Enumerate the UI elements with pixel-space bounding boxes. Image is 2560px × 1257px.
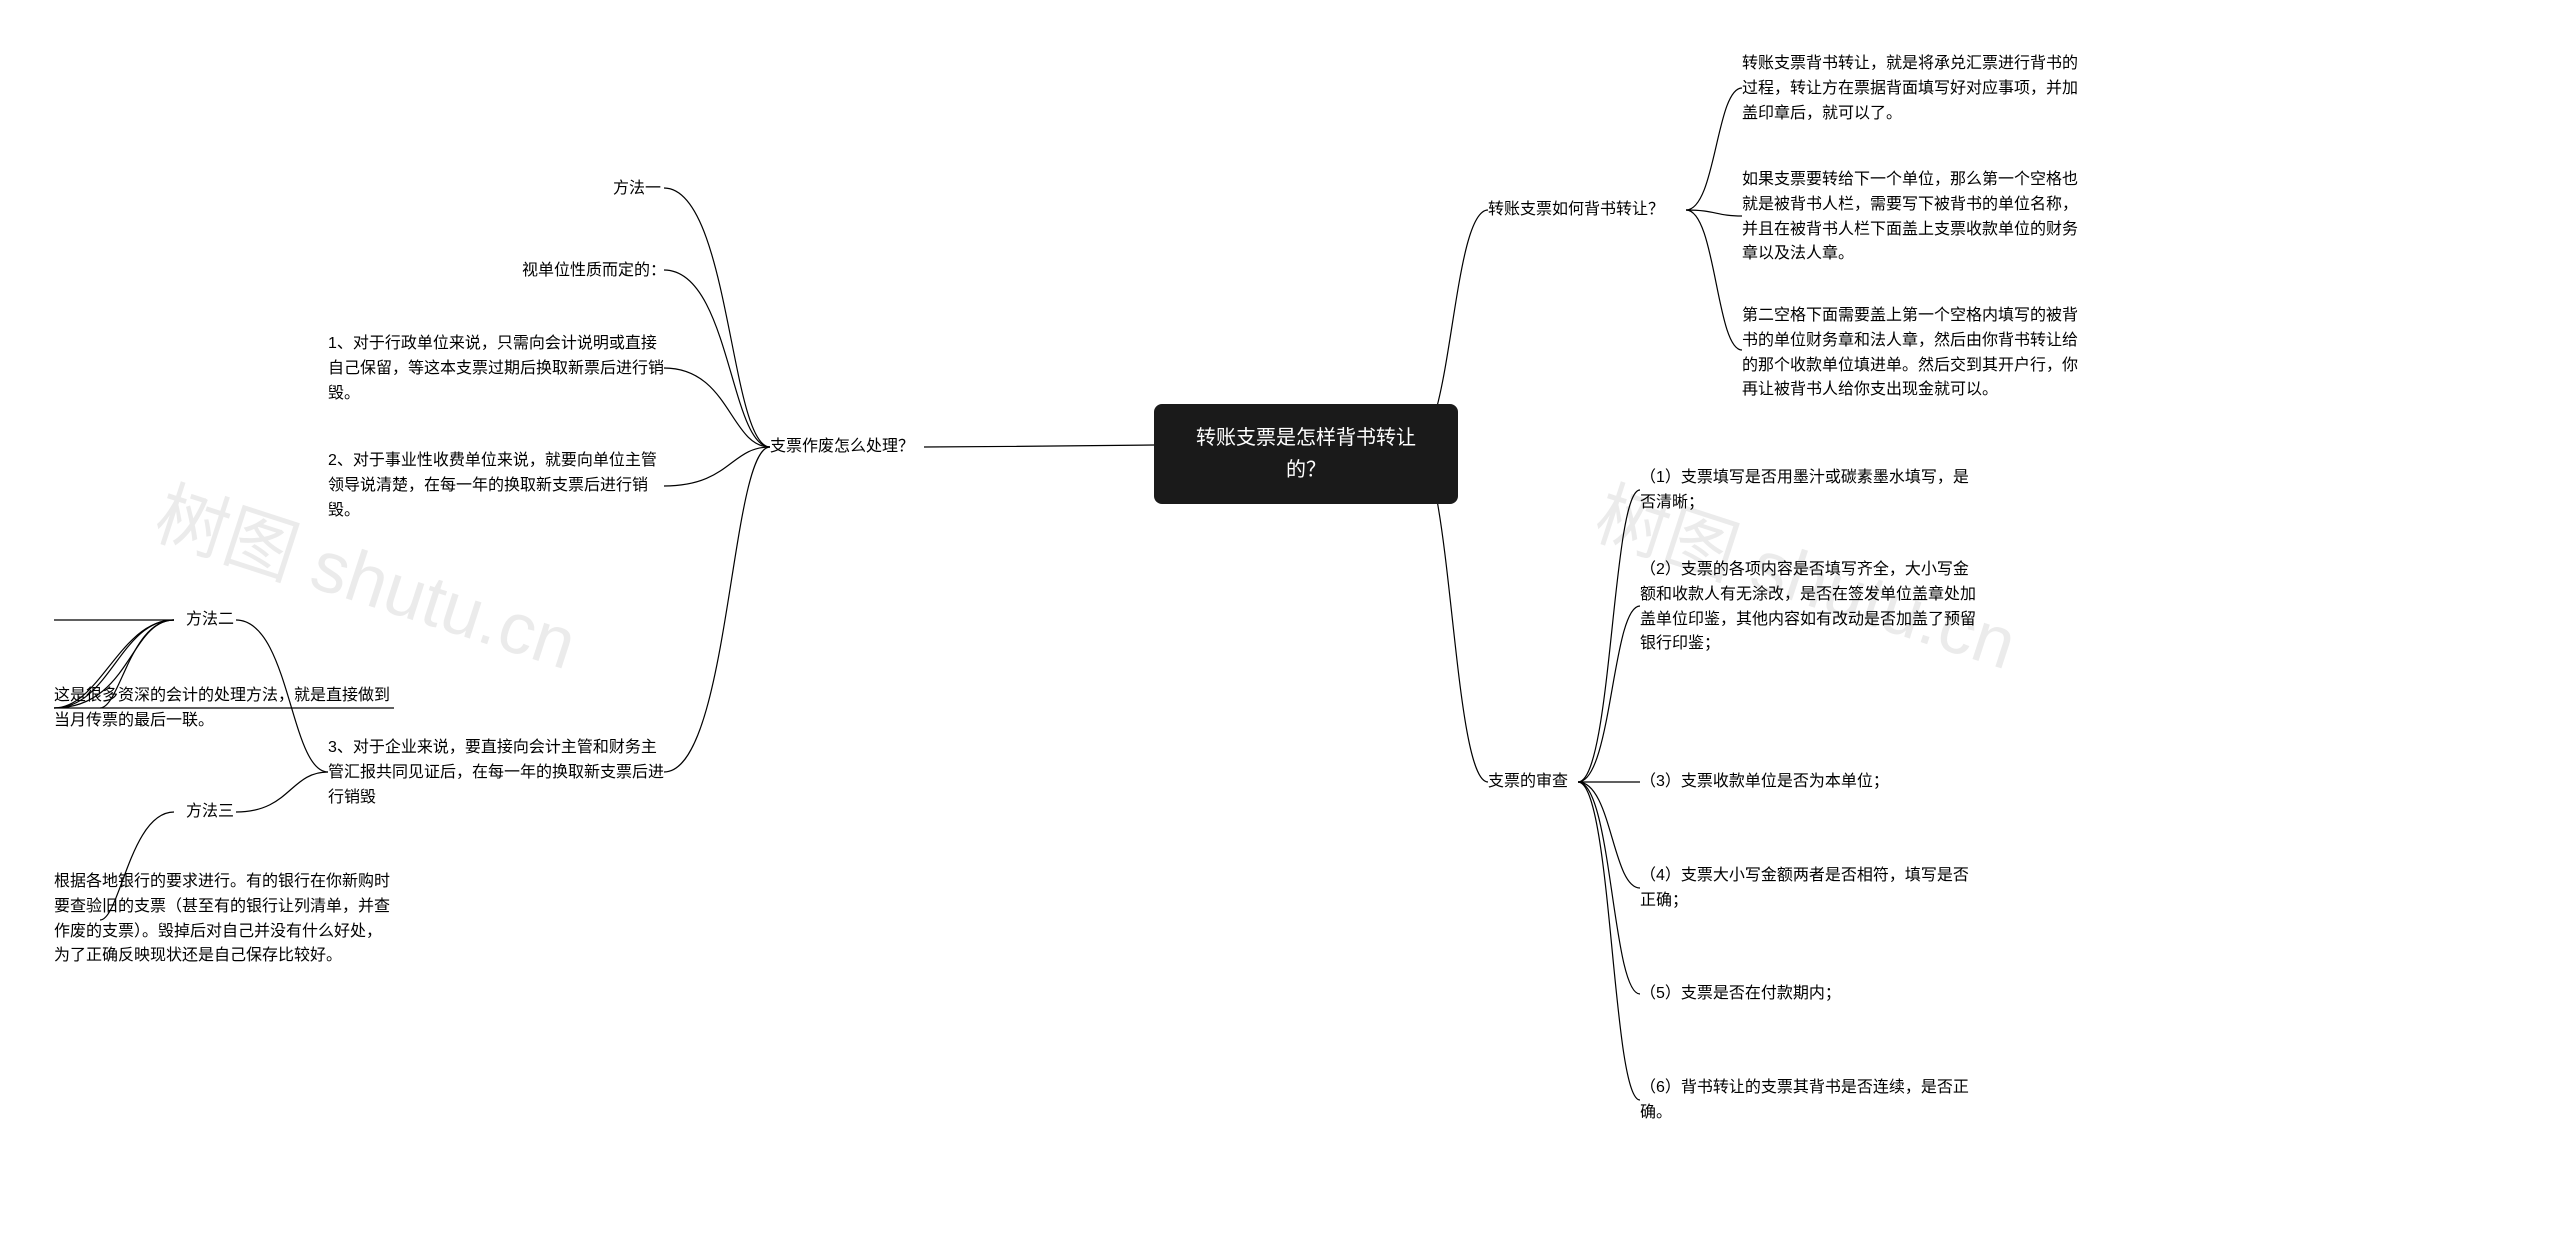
root-text-line1: 转账支票是怎样背书转让	[1196, 427, 1416, 449]
l-sub-method3-leaf: 根据各地银行的要求进行。有的银行在你新购时要查验旧的支票（甚至有的银行让列清单，…	[54, 870, 394, 969]
r2-leaf-6: （6）背书转让的支票其背书是否连续，是否正确。	[1640, 1076, 1980, 1126]
connector-layer-left-deep	[0, 0, 2560, 1257]
r2-leaf-5: （5）支票是否在付款期内；	[1640, 982, 1980, 1007]
r1-leaf-2: 如果支票要转给下一个单位，那么第一个空格也就是被背书人栏，需要写下被背书的单位名…	[1742, 168, 2082, 267]
l-leaf-5: 3、对于企业来说，要直接向会计主管和财务主管汇报共同见证后，在每一年的换取新支票…	[328, 736, 668, 810]
right-branch-2-label: 支票的审查	[1488, 770, 1568, 795]
connector-layer-2	[0, 0, 2560, 1257]
connector-layer	[0, 0, 2560, 1257]
l-leaf-4: 2、对于事业性收费单位来说，就要向单位主管领导说清楚，在每一年的换取新支票后进行…	[328, 449, 668, 523]
r2-leaf-4: （4）支票大小写金额两者是否相符，填写是否正确；	[1640, 864, 1980, 914]
l-sub-method3: 方法三	[174, 800, 234, 825]
r2-leaf-2: （2）支票的各项内容是否填写齐全，大小写金额和收款人有无涂改，是否在签发单位盖章…	[1640, 558, 1980, 657]
l-leaf-3: 1、对于行政单位来说，只需向会计说明或直接自己保留，等这本支票过期后换取新票后进…	[328, 332, 668, 406]
root-text-line2: 的？	[1286, 459, 1326, 481]
r2-leaf-1: （1）支票填写是否用墨汁或碳素墨水填写，是否清晰；	[1640, 466, 1980, 516]
left-branch-label: 支票作废怎么处理？	[770, 435, 914, 460]
l-sub-method2-leaf: 这是很多资深的会计的处理方法，就是直接做到当月传票的最后一联。	[54, 684, 394, 734]
l-sub-method2: 方法二	[174, 608, 234, 633]
r1-leaf-1: 转账支票背书转让，就是将承兑汇票进行背书的过程，转让方在票据背面填写好对应事项，…	[1742, 52, 2082, 126]
right-branch-1-label: 转账支票如何背书转让？	[1488, 198, 1664, 223]
l-leaf-2: 视单位性质而定的：	[506, 259, 666, 284]
r2-leaf-3: （3）支票收款单位是否为本单位；	[1640, 770, 1980, 795]
l-leaf-1: 方法一	[601, 177, 661, 202]
r1-leaf-3: 第二空格下面需要盖上第一个空格内填写的被背书的单位财务章和法人章，然后由你背书转…	[1742, 304, 2082, 403]
connector-layer-3	[0, 0, 2560, 1257]
root-node: 转账支票是怎样背书转让 的？	[1154, 404, 1458, 504]
